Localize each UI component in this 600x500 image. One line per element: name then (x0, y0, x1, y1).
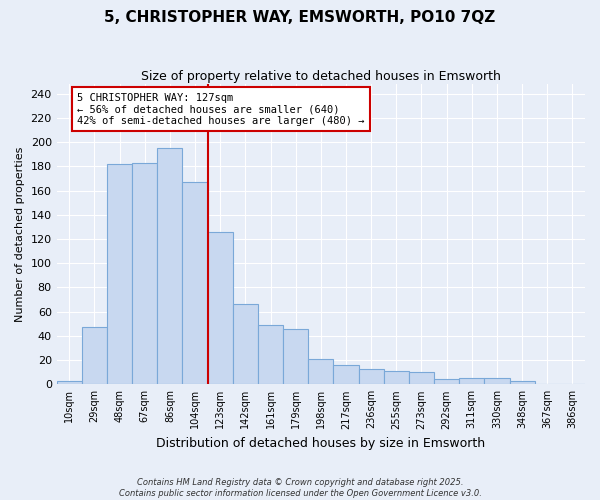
Bar (283, 328, 308, 384)
Bar (334, 365, 359, 384)
Bar (233, 304, 258, 384)
Bar (434, 380, 459, 384)
Bar (258, 325, 283, 384)
Bar (56, 380, 82, 384)
Bar (484, 378, 509, 384)
Bar (157, 148, 182, 384)
Bar (82, 328, 107, 384)
Bar (107, 164, 132, 384)
Title: Size of property relative to detached houses in Emsworth: Size of property relative to detached ho… (141, 70, 501, 83)
Bar (308, 359, 334, 384)
Bar (509, 380, 535, 384)
Bar (359, 368, 384, 384)
Text: 5, CHRISTOPHER WAY, EMSWORTH, PO10 7QZ: 5, CHRISTOPHER WAY, EMSWORTH, PO10 7QZ (104, 10, 496, 25)
Bar (459, 378, 484, 384)
Bar (182, 182, 208, 384)
Bar (409, 372, 434, 384)
Bar (208, 232, 233, 384)
Y-axis label: Number of detached properties: Number of detached properties (15, 146, 25, 322)
Bar (384, 371, 409, 384)
Text: 5 CHRISTOPHER WAY: 127sqm
← 56% of detached houses are smaller (640)
42% of semi: 5 CHRISTOPHER WAY: 127sqm ← 56% of detac… (77, 92, 364, 126)
Bar (132, 163, 157, 384)
Text: Contains HM Land Registry data © Crown copyright and database right 2025.
Contai: Contains HM Land Registry data © Crown c… (119, 478, 481, 498)
X-axis label: Distribution of detached houses by size in Emsworth: Distribution of detached houses by size … (156, 437, 485, 450)
